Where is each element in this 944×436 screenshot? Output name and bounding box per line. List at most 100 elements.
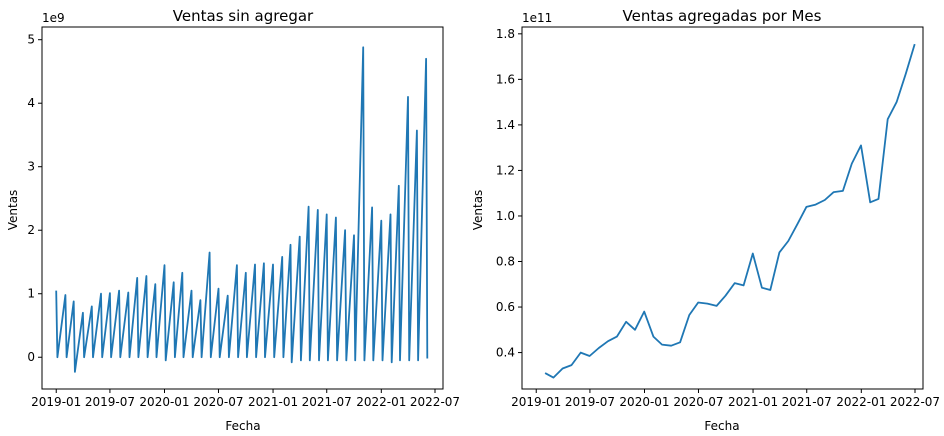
data-point [878,198,879,199]
data-point [327,360,328,361]
data-point [308,206,309,207]
data-point [598,347,599,348]
data-point [346,360,347,361]
data-point [245,272,246,273]
data-point [626,321,627,322]
y-tick-label: 1.2 [496,163,515,177]
data-point [219,357,220,358]
data-point [407,96,408,97]
data-point [238,357,239,358]
data-point [73,301,74,302]
data-point [256,357,257,358]
data-point [860,145,861,146]
data-point [84,357,85,358]
data-point [138,357,139,358]
y-axis-label: Ventas [471,190,485,231]
data-point [353,235,354,236]
data-point [382,360,383,361]
data-point [707,303,708,304]
data-point [743,285,744,286]
data-point [345,230,346,231]
data-point [120,357,121,358]
x-tick-label: 2020-07 [673,395,723,409]
series [55,46,429,373]
x-axis-label: Fecha [704,419,739,433]
y-tick-label: 2 [27,223,35,237]
ticks: 2019-01 2019-07 2020-01 2020-07 2021-01 2021-… [27,33,460,409]
data-point [716,305,717,306]
data-point [129,357,130,358]
data-point [842,190,843,191]
x-tick-label: 2022-07 [410,395,460,409]
y-axis-label: Ventas [6,190,20,231]
data-point [165,360,166,361]
data-point [373,360,374,361]
data-point [887,119,888,120]
data-point [426,58,427,59]
data-point [274,357,275,358]
y-tick-label: 1 [27,287,35,301]
data-point [164,265,165,266]
data-point [833,192,834,193]
x-axis-label: Fecha [225,419,260,433]
data-point [418,360,419,361]
data-point [56,290,57,291]
data-point [363,47,364,48]
data-point [318,360,319,361]
y-offset-text: 1e11 [522,11,552,25]
x-tick-label: 2021-07 [782,395,832,409]
data-point [698,302,699,303]
data-point [173,282,174,283]
data-point [806,206,807,207]
data-point [355,360,356,361]
data-point [300,360,301,361]
data-point [109,293,110,294]
data-point [545,373,546,374]
data-point [896,102,897,103]
data-point [870,202,871,203]
data-point [57,357,58,358]
x-tick-label: 2022-01 [356,395,406,409]
x-tick-label: 2019-07 [565,395,615,409]
data-point [905,73,906,74]
data-point [824,199,825,200]
data-point [914,44,915,45]
data-point [91,306,92,307]
data-point [183,357,184,358]
data-point [770,289,771,290]
data-point [815,204,816,205]
data-point [372,207,373,208]
y-tick-label: 0.4 [496,346,515,360]
data-point [689,314,690,315]
data-point [218,288,219,289]
data-point [299,236,300,237]
data-point [788,240,789,241]
data-point [291,362,292,363]
data-point [100,293,101,294]
data-point [851,163,852,164]
data-point [119,290,120,291]
data-point [326,214,327,215]
data-point [228,357,229,358]
data-point [761,287,762,288]
data-point [128,292,129,293]
data-point [680,342,681,343]
data-point [671,345,672,346]
data-point [82,312,83,313]
x-tick-label: 2020-01 [139,395,189,409]
data-point [272,264,273,265]
data-point [74,371,75,372]
data-point [562,368,563,369]
data-point [653,336,654,337]
data-point [427,358,428,359]
x-tick-label: 2019-01 [31,395,81,409]
data-point [192,357,193,358]
data-point [182,272,183,273]
y-tick-label: 0 [27,350,35,364]
data-point [779,252,780,253]
y-tick-label: 1.0 [496,209,515,223]
data-point [644,311,645,312]
chart-title: Ventas sin agregar [173,7,314,25]
x-tick-label: 2020-07 [193,395,243,409]
data-point [381,220,382,221]
